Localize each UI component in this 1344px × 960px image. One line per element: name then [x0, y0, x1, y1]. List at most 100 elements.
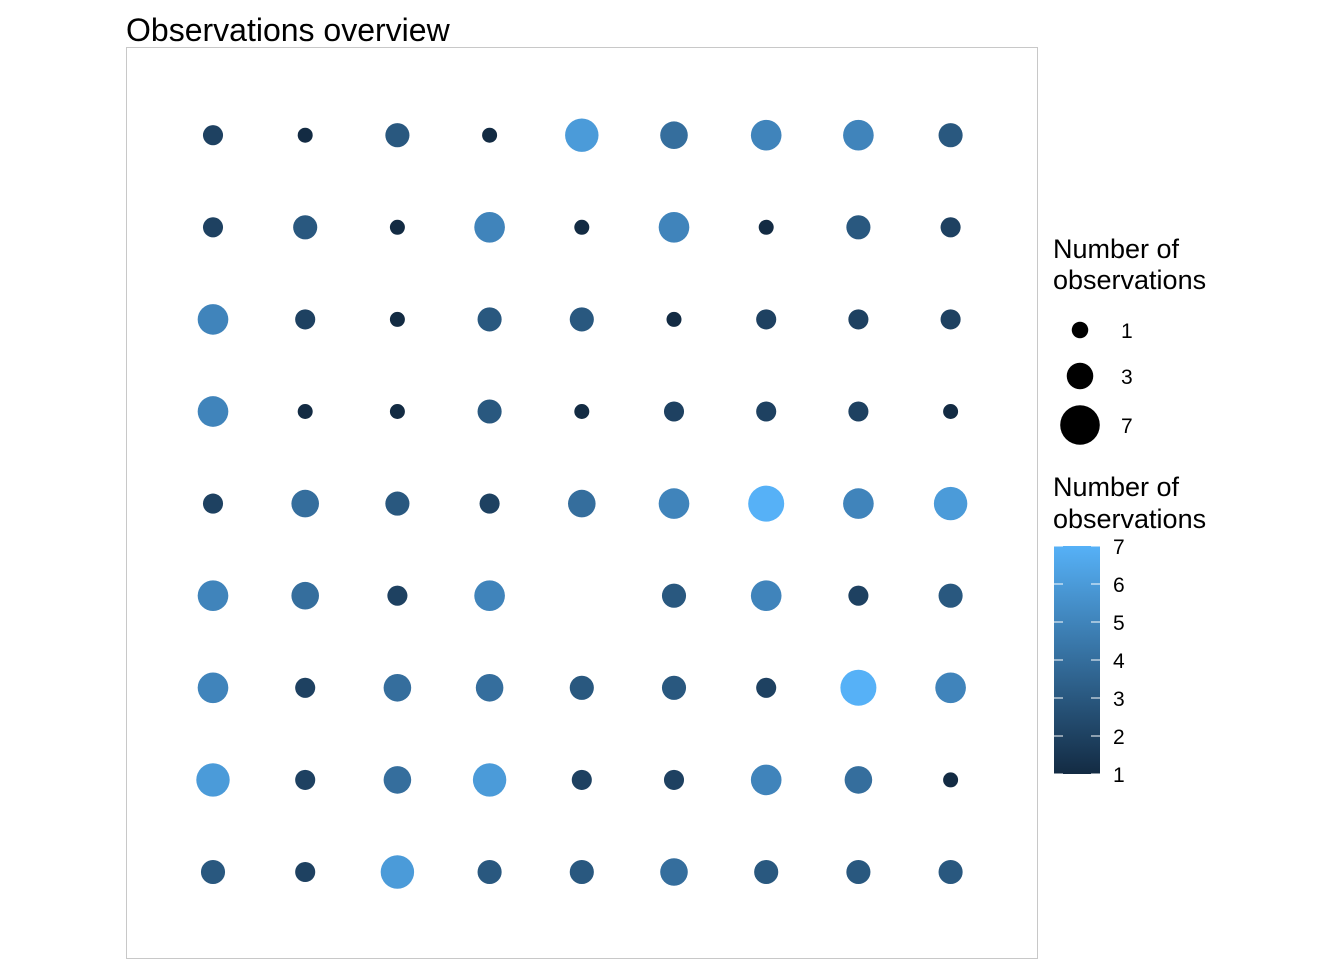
data-point — [848, 401, 869, 422]
colorbar-label: 7 — [1113, 536, 1125, 559]
data-point — [750, 580, 782, 612]
data-point — [661, 675, 687, 700]
data-point — [943, 404, 959, 419]
size-legend-key — [1060, 405, 1100, 445]
data-point — [940, 309, 961, 330]
data-point — [297, 127, 313, 143]
data-point — [661, 583, 687, 608]
colorbar-label: 2 — [1113, 726, 1125, 749]
data-point — [380, 855, 415, 889]
data-point — [848, 309, 869, 330]
points-layer — [196, 118, 968, 889]
data-point — [843, 488, 874, 519]
color-legend-title-line2: observations — [1053, 504, 1206, 534]
data-point — [293, 215, 318, 240]
data-point — [197, 304, 229, 335]
data-point — [295, 677, 316, 698]
size-legend-label: 3 — [1121, 366, 1133, 389]
colorbar-ticks: 1 2 3 4 5 6 7 — [1054, 536, 1125, 787]
data-point — [571, 769, 592, 790]
data-point — [389, 219, 405, 235]
data-point — [660, 858, 688, 886]
data-point — [940, 217, 961, 238]
data-point — [475, 674, 504, 702]
data-point — [758, 219, 774, 235]
data-point — [479, 493, 500, 514]
data-point — [569, 675, 594, 700]
data-point — [389, 404, 405, 419]
data-point — [482, 127, 498, 143]
data-point — [938, 859, 963, 885]
data-point — [666, 311, 682, 327]
size-legend-label: 1 — [1121, 320, 1133, 343]
data-point — [202, 125, 224, 146]
data-point — [848, 585, 869, 606]
data-point — [756, 677, 777, 698]
data-point — [569, 307, 594, 332]
data-point — [938, 583, 963, 608]
data-point — [846, 215, 871, 240]
data-point — [389, 311, 405, 327]
data-point — [474, 580, 505, 612]
colorbar-label: 3 — [1113, 688, 1125, 711]
data-point — [474, 211, 505, 243]
data-point — [197, 396, 229, 427]
data-point — [756, 309, 777, 330]
data-point — [574, 219, 590, 235]
colorbar-label: 4 — [1113, 650, 1125, 673]
data-point — [663, 769, 685, 790]
data-point — [754, 859, 779, 885]
data-point — [295, 309, 316, 330]
data-point — [938, 123, 963, 148]
data-point — [196, 763, 230, 797]
data-point — [291, 581, 319, 610]
data-point — [846, 859, 871, 885]
data-point — [756, 401, 777, 422]
colorbar-label: 5 — [1113, 612, 1125, 635]
data-point — [565, 118, 599, 152]
data-point — [291, 489, 319, 518]
data-point — [477, 859, 502, 885]
data-point — [385, 123, 410, 148]
data-point — [843, 119, 874, 151]
data-point — [844, 766, 873, 794]
data-point — [200, 859, 226, 885]
data-point — [658, 211, 690, 243]
data-point — [750, 764, 782, 796]
data-point — [935, 672, 966, 704]
data-point — [574, 404, 590, 419]
data-point — [660, 121, 688, 149]
data-point — [387, 585, 408, 606]
colorbar-label: 6 — [1113, 574, 1125, 597]
data-point — [383, 674, 412, 702]
data-point — [197, 580, 229, 612]
data-point — [748, 485, 785, 522]
data-point — [383, 766, 412, 794]
data-point — [297, 404, 313, 419]
color-legend: Number of observations 1 2 3 4 5 6 7 — [1053, 472, 1206, 787]
data-point — [197, 672, 229, 704]
size-legend-keys: 1 3 7 — [1060, 320, 1133, 445]
chart-title: Observations overview — [126, 12, 451, 48]
size-legend-title-line1: Number of — [1053, 234, 1180, 264]
data-point — [933, 486, 968, 521]
data-point — [477, 399, 502, 424]
colorbar-label: 1 — [1113, 764, 1125, 787]
data-point — [568, 489, 596, 518]
size-legend: Number of observations 1 3 7 — [1053, 234, 1206, 445]
data-point — [663, 401, 685, 422]
data-point — [385, 491, 410, 516]
data-point — [658, 488, 690, 519]
size-legend-title-line2: observations — [1053, 265, 1206, 295]
data-point — [202, 493, 224, 514]
size-legend-key — [1066, 362, 1094, 390]
data-point — [840, 669, 877, 706]
data-point — [943, 772, 959, 788]
data-point — [472, 763, 507, 797]
data-point — [750, 119, 782, 151]
size-legend-label: 7 — [1121, 415, 1133, 438]
data-point — [477, 307, 502, 332]
data-point — [202, 217, 224, 238]
data-point — [295, 769, 316, 790]
